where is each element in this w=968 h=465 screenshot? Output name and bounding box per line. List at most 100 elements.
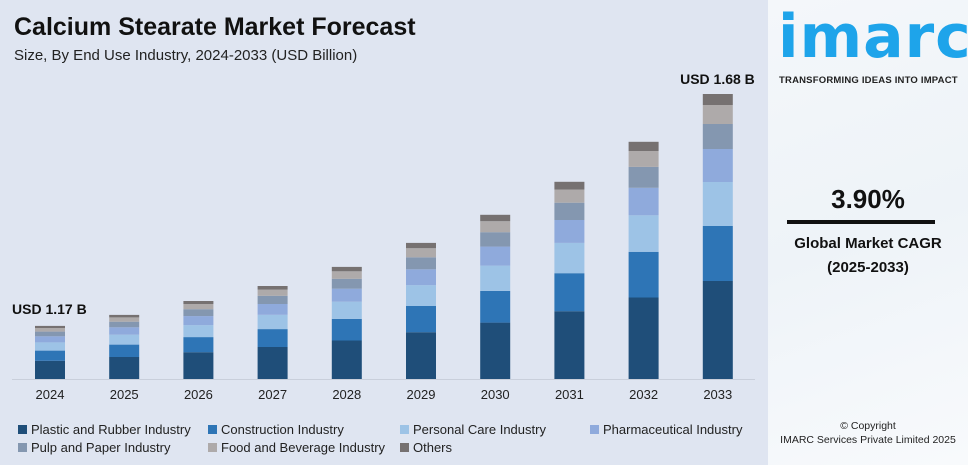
x-tick-label: 2028 <box>332 387 361 402</box>
legend-swatch <box>208 425 217 434</box>
bar-segment <box>331 288 362 302</box>
bar-segment <box>480 221 511 233</box>
x-tick-label: 2030 <box>481 387 510 402</box>
bar-segment <box>109 344 140 357</box>
legend-item: Personal Care Industry <box>400 422 546 437</box>
bar-segment <box>35 342 65 351</box>
bar-segment <box>406 257 436 270</box>
bar-segment <box>480 214 511 222</box>
bar-segment <box>183 352 214 379</box>
bar-segment <box>702 124 733 149</box>
bar-segment <box>109 327 140 335</box>
bar-segment <box>554 311 585 379</box>
bar-segment <box>406 332 436 379</box>
bar-segment <box>554 242 585 274</box>
bar-segment <box>554 220 585 243</box>
bar-segment <box>183 325 214 338</box>
x-tick-label: 2031 <box>555 387 584 402</box>
legend-swatch <box>590 425 599 434</box>
legend-swatch <box>400 443 409 452</box>
legend-item: Food and Beverage Industry <box>208 440 385 455</box>
bar-segment <box>331 301 362 319</box>
chart-title: Calcium Stearate Market Forecast <box>14 13 416 41</box>
legend-item: Construction Industry <box>208 422 344 437</box>
bar-segment <box>628 187 659 216</box>
bar-segment <box>183 301 214 304</box>
bar-segment <box>406 269 436 286</box>
x-tick-label: 2026 <box>184 387 213 402</box>
bar-segment <box>554 189 585 203</box>
bar-segment <box>628 141 659 151</box>
legend-label: Pulp and Paper Industry <box>31 440 171 455</box>
data-label: USD 1.17 B <box>12 301 87 317</box>
bar-segment <box>257 347 288 379</box>
x-tick-label: 2033 <box>703 387 732 402</box>
bar-segment <box>331 271 362 279</box>
bar-segment <box>35 360 65 379</box>
bar-segment <box>628 151 659 167</box>
legend-item: Others <box>400 440 452 455</box>
bar-segment <box>480 265 511 291</box>
bar-segment <box>331 318 362 341</box>
x-tick-label: 2032 <box>629 387 658 402</box>
bar-segment <box>702 182 733 226</box>
divider <box>787 220 935 224</box>
chart-subtitle: Size, By End Use Industry, 2024-2033 (US… <box>14 47 358 64</box>
copyright: © Copyright <box>840 420 896 432</box>
stacked-bar-chart: 2024 USD 1.17 B 2025 2026 2027 2028 2029 2030 20… <box>12 71 755 402</box>
bar-segment <box>331 278 362 289</box>
bar-segment <box>257 304 288 315</box>
bar-segment <box>35 325 65 328</box>
bar-segment <box>331 340 362 379</box>
x-tick-label: 2027 <box>258 387 287 402</box>
legend-item: Pulp and Paper Industry <box>18 440 170 455</box>
copyright-company: IMARC Services Private Limited 2025 <box>780 434 956 446</box>
x-tick-label: 2025 <box>110 387 139 402</box>
legend-label: Food and Beverage Industry <box>221 440 386 455</box>
bar-segment <box>406 306 436 333</box>
legend-item: Plastic and Rubber Industry <box>18 422 191 437</box>
x-tick-label: 2029 <box>407 387 436 402</box>
bar-segment <box>554 181 585 190</box>
bar-segment <box>702 149 733 182</box>
bar-segment <box>183 316 214 326</box>
bar-segment <box>406 248 436 258</box>
legend-swatch <box>18 425 27 434</box>
legend-swatch <box>208 443 217 452</box>
legend-label: Personal Care Industry <box>413 422 546 437</box>
bar-segment <box>257 329 288 347</box>
bar-segment <box>109 334 140 345</box>
bar-segment <box>480 246 511 266</box>
bar-segment <box>702 105 733 124</box>
cagr-period: (2025-2033) <box>827 259 909 276</box>
bar-segment <box>628 166 659 188</box>
bar-segment <box>183 309 214 317</box>
bar-segment <box>554 273 585 312</box>
bar-segment <box>35 350 65 361</box>
bar-segment <box>628 215 659 252</box>
bar-segment <box>257 314 288 330</box>
legend-label: Plastic and Rubber Industry <box>31 422 191 437</box>
bar-segment <box>406 242 436 249</box>
bar-segment <box>183 337 214 353</box>
brand-tagline: TRANSFORMING IDEAS INTO IMPACT <box>779 75 958 86</box>
bar-segment <box>109 321 140 328</box>
bar-segment <box>35 328 65 332</box>
bar-segment <box>35 331 65 337</box>
bar-segment <box>702 281 733 379</box>
legend-swatch <box>18 443 27 452</box>
bar-segment <box>257 289 288 296</box>
bar-segment <box>183 304 214 310</box>
x-tick-label: 2024 <box>36 387 65 402</box>
cagr-label: Global Market CAGR <box>794 235 942 252</box>
bar-segment <box>702 226 733 281</box>
legend-item: Pharmaceutical Industry <box>590 422 742 437</box>
legend-label: Pharmaceutical Industry <box>603 422 743 437</box>
bar-segment <box>480 322 511 379</box>
legend-label: Construction Industry <box>221 422 344 437</box>
bar-segment <box>480 290 511 323</box>
bar-segment <box>35 336 65 343</box>
bar-segment <box>480 232 511 247</box>
bar-segment <box>628 251 659 298</box>
data-label: USD 1.68 B <box>680 71 755 87</box>
